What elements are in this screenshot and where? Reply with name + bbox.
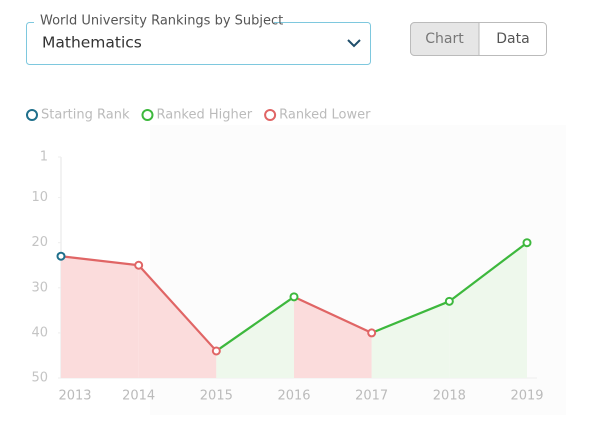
line-segment: [60, 255, 139, 267]
dropdown-label-bg: [34, 14, 274, 28]
x-tick-label: 2018: [433, 389, 466, 404]
area-segment: [449, 242, 527, 378]
y-tick-label: 10: [31, 190, 48, 205]
y-tick-label: 50: [31, 371, 48, 386]
point: [56, 251, 66, 261]
area-segment: [61, 256, 139, 378]
point: [211, 346, 221, 356]
y-tick-label: 30: [31, 280, 48, 295]
area-segment: [371, 301, 450, 378]
y-tick-label: 40: [31, 325, 48, 340]
legend-label: Ranked Lower: [279, 108, 371, 123]
point: [289, 292, 299, 302]
line-segment: [293, 295, 373, 334]
point: [134, 260, 144, 270]
line-segment: [448, 241, 528, 303]
point: [367, 328, 377, 338]
point: [444, 296, 454, 306]
area-segment: [138, 265, 217, 378]
y-tick-label: 1: [40, 150, 48, 165]
legend-marker: [264, 109, 277, 121]
legend-label: Starting Rank: [41, 108, 130, 123]
area-segment: [216, 296, 294, 378]
chart-tab[interactable]: [410, 22, 480, 56]
y-tick-label: 20: [31, 235, 48, 250]
x-tick-label: 2015: [200, 389, 233, 404]
x-tick-label: 2014: [122, 389, 155, 404]
chart: Starting Rank Ranked Higher Ranked Lower 1 1…: [26, 108, 544, 404]
dropdown-chevron: [347, 39, 361, 48]
legend-marker: [141, 109, 154, 121]
chart-tab-label[interactable]: Chart: [425, 31, 464, 47]
x-tick-label: 2013: [58, 389, 91, 404]
x-tick-label: 2019: [510, 389, 543, 404]
line-segment: [137, 264, 218, 352]
legend-label: Ranked Higher: [156, 108, 252, 123]
data-tab-label[interactable]: Data: [496, 31, 529, 47]
dropdown-value: Mathematics: [42, 34, 142, 52]
line-segment: [371, 300, 450, 334]
legend-marker: [26, 109, 38, 121]
line-segment: [215, 295, 295, 352]
dropdown-label: World University Rankings by Subject: [40, 14, 283, 29]
area-segment: [294, 296, 372, 378]
point: [522, 238, 532, 248]
x-tick-label: 2017: [355, 389, 388, 404]
x-tick-label: 2016: [277, 389, 310, 404]
